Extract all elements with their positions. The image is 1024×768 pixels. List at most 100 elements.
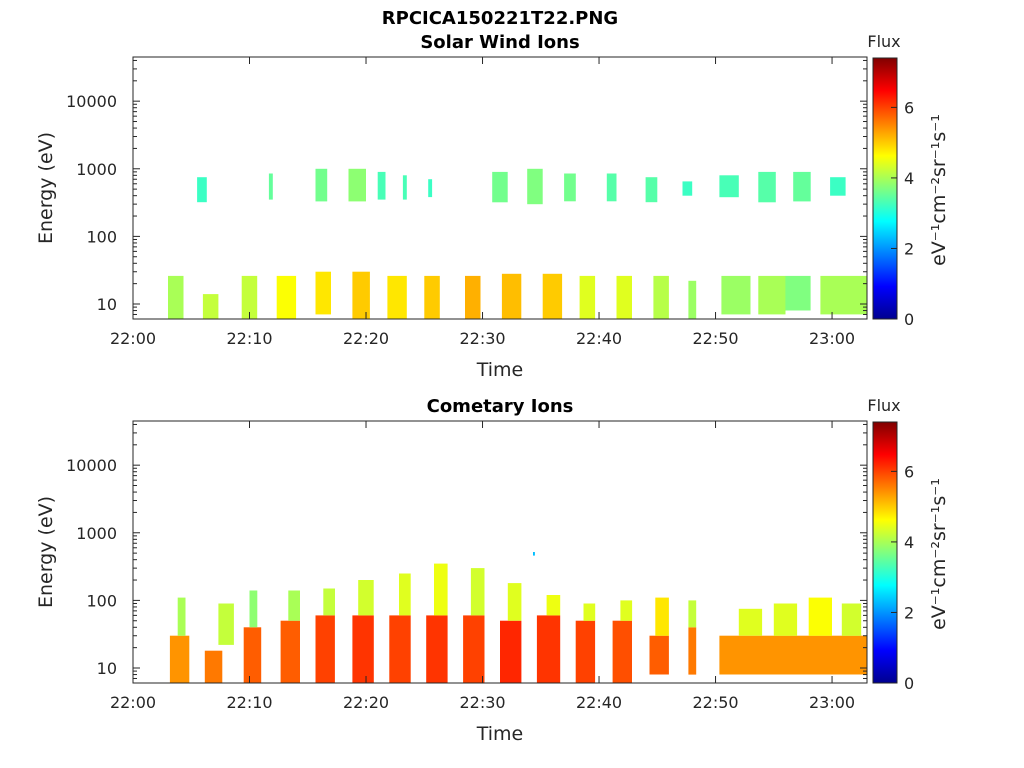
heatmap-cell bbox=[426, 615, 448, 683]
heatmap-cell bbox=[653, 275, 669, 319]
colorbar-tick-label: 4 bbox=[904, 533, 914, 552]
heatmap-cell bbox=[606, 173, 617, 202]
heatmap-cell bbox=[197, 177, 207, 203]
x-axis-label: Time bbox=[476, 723, 524, 745]
heatmap-cell bbox=[688, 627, 697, 675]
heatmap-cell bbox=[612, 620, 632, 683]
x-axis: 22:00 22:10 22:20 22:30 22:40 22:50 23:00 bbox=[110, 57, 855, 348]
x-tick-label: 22:30 bbox=[459, 693, 505, 712]
colorbar-tick-label: 0 bbox=[904, 674, 914, 693]
y-axis: 10 100 1000 10000 bbox=[66, 423, 867, 684]
heatmap-cell bbox=[204, 650, 223, 683]
heatmap-cell bbox=[280, 620, 300, 683]
plot-frame bbox=[132, 420, 868, 684]
heatmap-cell bbox=[288, 590, 300, 621]
heatmap-cell bbox=[758, 171, 776, 203]
heatmap-cell bbox=[542, 273, 563, 319]
heatmap-cell bbox=[575, 620, 596, 683]
x-tick-label: 22:20 bbox=[343, 329, 389, 348]
y-tick-label: 100 bbox=[86, 227, 117, 246]
colorbar-frame bbox=[872, 57, 898, 320]
solar-wind-ions-panel: Solar Wind Ions 22:00 22:10 22:20 22:30 22:4… bbox=[35, 32, 950, 381]
x-tick-label: 22:50 bbox=[692, 329, 738, 348]
x-axis: 22:00 22:10 22:20 22:30 22:40 22:50 23:00 bbox=[110, 421, 855, 712]
heatmap-cell bbox=[399, 573, 411, 616]
y-axis-label: Energy (eV) bbox=[35, 496, 57, 608]
x-tick-label: 22:40 bbox=[576, 329, 622, 348]
plot-frame bbox=[132, 56, 868, 320]
heatmap-cell bbox=[773, 603, 798, 636]
y-tick-label: 10 bbox=[97, 659, 117, 678]
heatmap-cell bbox=[546, 595, 561, 616]
colorbar-frame bbox=[872, 421, 898, 684]
colorbar-unit-label: eV⁻¹cm⁻²sr⁻¹s⁻¹ bbox=[928, 478, 950, 630]
heatmap-cell bbox=[682, 181, 693, 196]
y-tick-label: 10000 bbox=[66, 92, 117, 111]
heatmap-cell bbox=[276, 275, 297, 319]
heatmap-cell bbox=[830, 177, 846, 196]
heatmap-cell bbox=[465, 275, 481, 319]
x-axis-label: Time bbox=[476, 359, 524, 381]
heatmap-cell bbox=[655, 597, 669, 636]
heatmap-cell bbox=[243, 627, 262, 683]
colorbar-unit-label: eV⁻¹cm⁻²sr⁻¹s⁻¹ bbox=[928, 114, 950, 266]
y-axis-label: Energy (eV) bbox=[35, 132, 57, 244]
heatmap-cell bbox=[470, 568, 485, 616]
heatmap-cell bbox=[315, 271, 331, 315]
colorbar-title: Flux bbox=[867, 396, 900, 415]
colorbar-gradient bbox=[873, 58, 897, 319]
x-tick-label: 22:40 bbox=[576, 693, 622, 712]
heatmap-cell bbox=[501, 273, 522, 319]
colorbar-tick-label: 0 bbox=[904, 310, 914, 329]
heatmap-cell bbox=[492, 171, 508, 203]
heatmap-cell bbox=[348, 168, 366, 202]
heatmap-cell bbox=[315, 615, 335, 683]
heatmap-cell bbox=[841, 603, 862, 636]
colorbar: 0 2 4 6 Flux eV⁻¹cm⁻²sr⁻¹s⁻¹ bbox=[867, 32, 950, 329]
heatmap-cell bbox=[579, 275, 596, 319]
heatmap-cell bbox=[583, 603, 596, 621]
figure-title: RPCICA150221T22.PNG bbox=[382, 8, 618, 29]
y-tick-label: 10000 bbox=[66, 456, 117, 475]
x-tick-label: 23:00 bbox=[809, 693, 855, 712]
x-tick-label: 22:00 bbox=[110, 693, 156, 712]
heatmap-cell bbox=[434, 563, 448, 616]
colorbar: 0 2 4 6 Flux eV⁻¹cm⁻²sr⁻¹s⁻¹ bbox=[867, 396, 950, 693]
heatmap-cell bbox=[168, 275, 184, 319]
x-tick-label: 22:50 bbox=[692, 693, 738, 712]
heatmap-cell bbox=[785, 275, 811, 311]
heatmap-cell bbox=[564, 173, 576, 202]
heatmap-cell bbox=[688, 600, 697, 628]
heatmap-cell bbox=[738, 608, 763, 636]
heatmap-cells bbox=[168, 168, 867, 319]
heatmap-cell bbox=[721, 275, 751, 315]
heatmap-cell bbox=[218, 603, 234, 645]
heatmap-cell bbox=[500, 620, 522, 683]
colorbar-ticks: 0 2 4 6 bbox=[891, 98, 914, 329]
heatmap-cell bbox=[323, 588, 335, 616]
heatmap-cell bbox=[820, 275, 867, 315]
heatmap-cell bbox=[719, 175, 739, 198]
heatmap-cell bbox=[507, 583, 522, 621]
heatmap-cell bbox=[533, 552, 535, 556]
x-tick-label: 23:00 bbox=[809, 329, 855, 348]
heatmap-cell bbox=[249, 590, 258, 628]
x-tick-label: 22:10 bbox=[226, 329, 272, 348]
heatmap-cell bbox=[688, 280, 697, 319]
heatmap-cell bbox=[377, 171, 386, 200]
heatmap-cell bbox=[358, 580, 374, 616]
heatmap-cell bbox=[177, 597, 186, 636]
x-tick-label: 22:30 bbox=[459, 329, 505, 348]
y-tick-label: 1000 bbox=[76, 160, 117, 179]
heatmap-cell bbox=[241, 275, 258, 319]
panel-title: Solar Wind Ions bbox=[420, 32, 579, 53]
colorbar-tick-label: 6 bbox=[904, 462, 914, 481]
heatmap-cell bbox=[389, 615, 411, 683]
heatmap-cell bbox=[536, 615, 561, 683]
heatmap-cell bbox=[352, 615, 374, 683]
heatmap-cell bbox=[169, 635, 190, 683]
cometary-ions-panel: Cometary Ions 22:00 22:10 22:20 22:30 22:40 2… bbox=[35, 396, 950, 745]
colorbar-tick-label: 2 bbox=[904, 603, 914, 622]
colorbar-ticks: 0 2 4 6 bbox=[891, 462, 914, 693]
